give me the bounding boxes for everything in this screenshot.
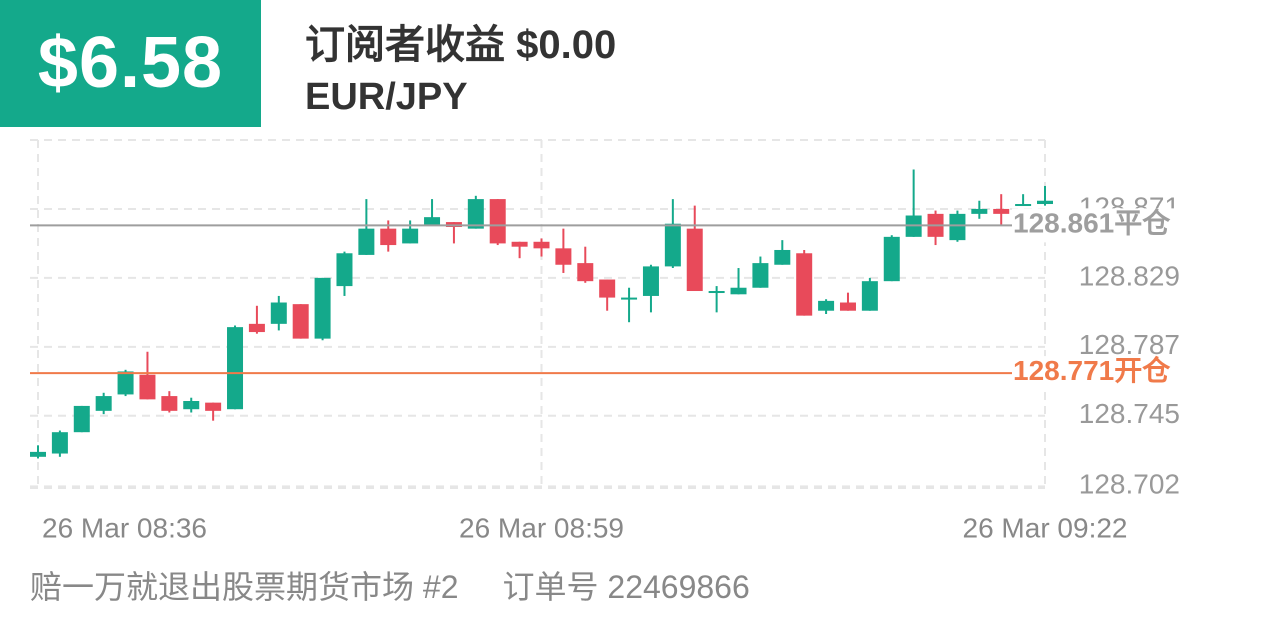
profit-badge: $6.58 — [0, 0, 261, 127]
candle-body — [139, 374, 156, 400]
candle-body — [796, 253, 813, 316]
candle-body — [73, 405, 90, 433]
candle-body — [117, 371, 134, 395]
reference-value: 128.771 — [1013, 355, 1114, 386]
candle-body — [248, 323, 265, 333]
candle-body — [424, 217, 441, 226]
candle-body — [358, 228, 375, 255]
y-tick-label: 128.829 — [1079, 260, 1180, 291]
reference-label: 128.861平仓 — [1013, 208, 1171, 239]
candle-body — [708, 291, 725, 294]
reference-value: 128.861 — [1013, 208, 1114, 239]
candle-body — [971, 208, 988, 214]
reference-label-bg — [1012, 356, 1192, 391]
candle-body — [1037, 200, 1053, 205]
title: 订阅者收益 $0.00 — [305, 23, 617, 67]
candle-body — [489, 199, 506, 244]
candle-body — [774, 249, 791, 265]
candle-body — [555, 248, 572, 265]
reference-text: 平仓 — [1114, 208, 1171, 239]
candle-body — [292, 304, 309, 339]
strategy-name: 赔一万就退出股票期货市场 #2 — [30, 569, 459, 605]
candle-body — [205, 402, 222, 411]
y-tick-label: 128.702 — [1079, 469, 1180, 500]
x-tick-label: 26 Mar 08:36 — [42, 512, 207, 543]
x-tick-label: 26 Mar 09:22 — [963, 512, 1128, 543]
candle-body — [270, 302, 287, 324]
candle-body — [993, 208, 1010, 214]
candle-body — [730, 287, 747, 295]
candle-body — [883, 236, 900, 282]
y-tick-label: 128.787 — [1079, 329, 1180, 360]
candle-body — [599, 279, 616, 298]
candle-body — [861, 281, 878, 311]
candle-body — [380, 228, 397, 246]
candle-body — [642, 266, 659, 296]
reference-label-bg — [1012, 208, 1192, 243]
candle-body — [95, 396, 112, 411]
candle-body — [664, 223, 681, 267]
candle-body — [949, 213, 966, 241]
candle-body — [161, 396, 178, 411]
candle-body — [402, 228, 419, 244]
candle-body — [621, 297, 638, 300]
x-tick-label: 26 Mar 08:59 — [459, 512, 624, 543]
candle-body — [51, 432, 68, 454]
candle-body — [183, 401, 200, 410]
candle-body — [752, 263, 769, 288]
footer: 赔一万就退出股票期货市场 #2 订单号 22469866 — [30, 562, 794, 608]
reference-text: 开仓 — [1114, 355, 1171, 386]
candle-body — [30, 451, 46, 457]
symbol: EUR/JPY — [305, 76, 468, 118]
candle-body — [1015, 204, 1032, 207]
candle-body — [467, 199, 484, 229]
candle-body — [686, 228, 703, 292]
order-number: 订单号 22469866 — [502, 569, 750, 605]
reference-label: 128.771开仓 — [1013, 355, 1171, 386]
candle-body — [511, 241, 528, 247]
candle-body — [839, 302, 856, 311]
candle-body — [818, 300, 835, 311]
y-tick-label: 128.745 — [1079, 398, 1180, 429]
candle-body — [336, 253, 353, 287]
candle-body — [577, 263, 594, 282]
candle-body — [227, 327, 244, 410]
candle-body — [314, 277, 331, 339]
candle-body — [533, 241, 550, 249]
